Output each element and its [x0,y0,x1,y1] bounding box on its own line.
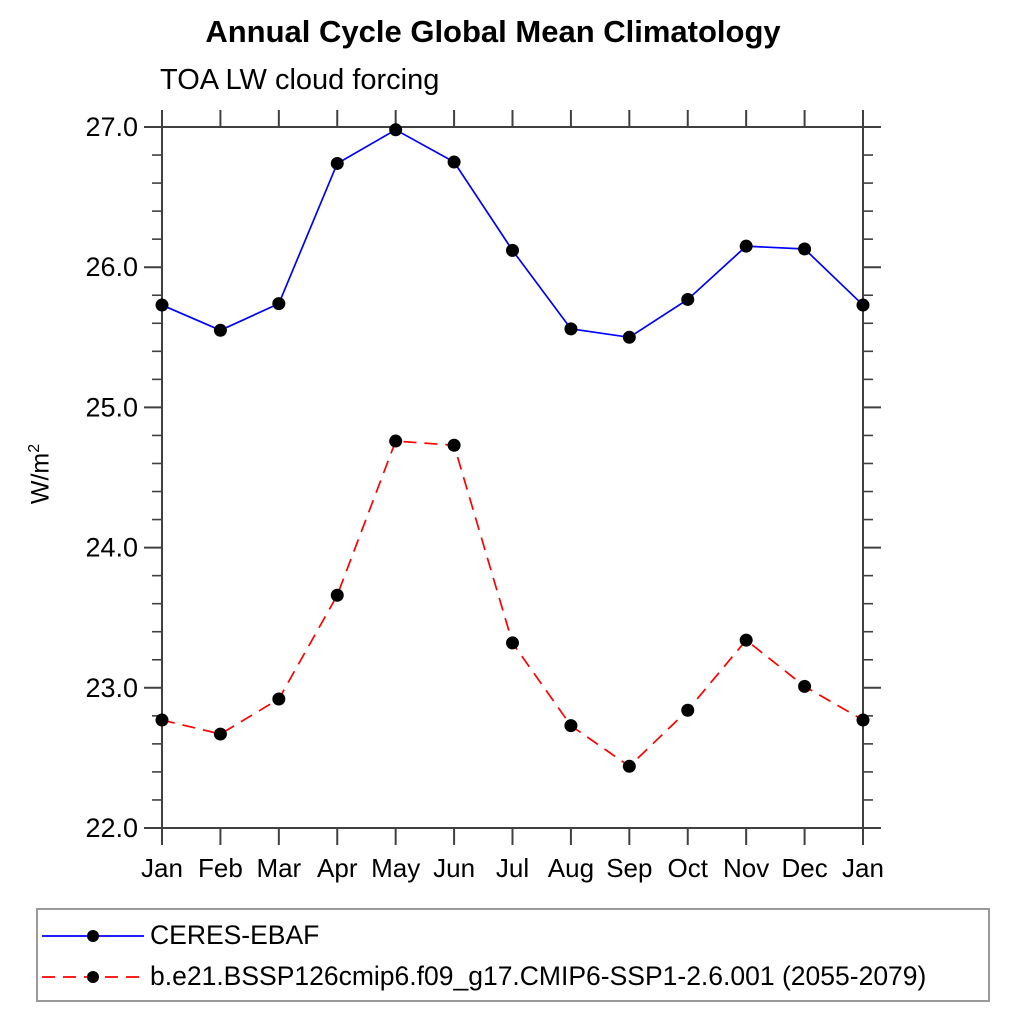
data-point-0 [798,242,812,256]
chart-title: Annual Cycle Global Mean Climatology [205,14,781,49]
data-point-0 [272,297,286,311]
x-tick-label: Aug [548,853,594,883]
data-point-1 [272,692,286,706]
data-point-0 [213,323,227,337]
data-point-0 [622,330,636,344]
legend-label: b.e21.BSSP126cmip6.f09_g17.CMIP6-SSP1-2.… [150,961,927,991]
series-line-1 [161,440,864,768]
x-tick-label: Jan [141,853,183,883]
x-tick-label: Jan [842,853,884,883]
x-tick-label: Mar [256,853,301,883]
legend-line-sample [42,970,144,983]
legend-marker-icon [87,970,99,983]
y-tick-label: 26.0 [85,252,138,282]
legend-marker-icon [87,929,99,942]
data-point-0 [681,292,695,306]
data-point-1 [739,633,753,647]
data-point-1 [856,713,870,727]
x-tick-label: Nov [723,853,769,883]
y-tick-label: 22.0 [85,813,138,843]
data-point-0 [856,298,870,312]
data-point-1 [155,713,169,727]
x-tick-label: Sep [606,853,652,883]
x-tick-label: Apr [317,853,358,883]
data-point-1 [622,759,636,773]
data-point-0 [739,239,753,253]
x-tick-label: Jun [433,853,475,883]
data-point-1 [213,727,227,741]
data-point-0 [447,155,461,169]
x-tick-label: Jul [496,853,529,883]
data-point-0 [506,243,519,257]
x-tick-label: Oct [668,853,709,883]
series-line-0 [161,128,864,339]
data-point-1 [798,679,812,693]
legend: CERES-EBAF b.e21.BSSP126cmip6.f09_g17.CMI… [36,908,990,1002]
data-point-1 [389,434,403,448]
data-point-0 [389,123,403,137]
data-point-1 [330,588,344,602]
y-tick-label: 24.0 [85,533,138,563]
legend-line-sample [42,929,144,942]
x-tick-label: Dec [781,853,827,883]
data-point-1 [447,438,461,452]
y-tick-label: 27.0 [85,112,138,142]
plot-frame [161,126,864,829]
data-point-1 [681,703,695,717]
chart-subtitle: TOA LW cloud forcing [160,64,440,96]
legend-label: CERES-EBAF [150,920,320,950]
x-tick-label: May [371,853,420,883]
data-point-1 [564,719,578,733]
y-tick-label: 25.0 [85,392,138,422]
data-point-0 [330,156,344,170]
data-point-0 [564,322,578,336]
data-point-1 [506,636,519,650]
y-tick-label: 23.0 [85,673,138,703]
data-point-0 [155,298,169,312]
legend-item: CERES-EBAF [38,915,988,956]
legend-item: b.e21.BSSP126cmip6.f09_g17.CMIP6-SSP1-2.… [38,956,988,997]
x-tick-label: Feb [198,853,243,883]
